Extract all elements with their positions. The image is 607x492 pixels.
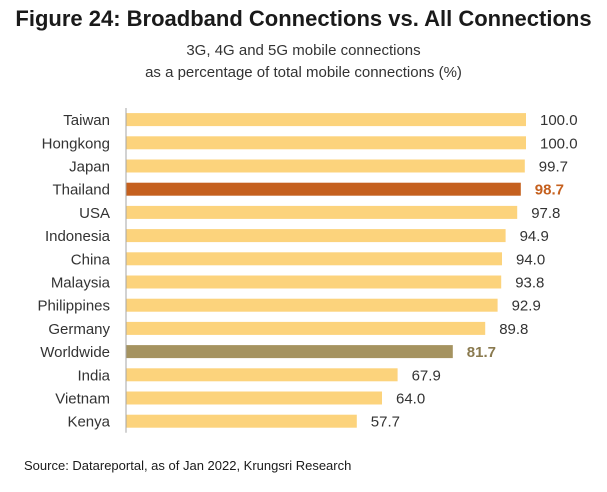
bar-indonesia [126,229,506,243]
value-label-taiwan: 100.0 [540,112,578,129]
bar-kenya [126,414,357,428]
bar-hongkong [126,136,526,150]
category-label-thailand: Thailand [52,182,110,199]
category-labels-group: Taiwan Hongkong Japan Thailand USA Indonesia C… [37,112,110,431]
bar-japan [126,159,525,173]
value-label-thailand: 98.7 [535,182,564,199]
bar-malaysia [126,275,502,289]
bar-vietnam [126,391,382,405]
category-label-philippines: Philippines [37,298,110,315]
source-note: Source: Datareportal, as of Jan 2022, Kr… [24,458,352,473]
value-label-vietnam: 64.0 [396,391,425,408]
value-label-usa: 97.8 [531,205,560,222]
value-labels-group: 100.0 100.0 99.7 98.7 97.8 94.9 94.0 93.8 92.9 89… [371,112,578,431]
value-label-indonesia: 94.9 [520,228,549,245]
bar-india [126,368,398,382]
category-label-taiwan: Taiwan [63,112,110,129]
bar-chart: Taiwan Hongkong Japan Thailand USA Indonesia C… [37,108,578,433]
bar-china [126,252,502,266]
value-label-hongkong: 100.0 [540,135,578,152]
chart-title: Figure 24: Broadband Connections vs. All… [15,6,592,31]
bar-philippines [126,298,498,312]
category-label-kenya: Kenya [67,414,110,431]
bar-usa [126,205,518,219]
bar-worldwide [126,345,453,359]
bar-thailand [126,182,521,196]
value-label-japan: 99.7 [539,159,568,176]
category-label-hongkong: Hongkong [42,135,110,152]
value-label-china: 94.0 [516,251,545,268]
value-label-malaysia: 93.8 [515,275,544,292]
category-label-china: China [71,251,111,268]
value-label-worldwide: 81.7 [467,344,496,361]
category-label-india: India [77,367,110,384]
bar-taiwan [126,113,526,127]
chart-subtitle-line-2: as a percentage of total mobile connecti… [145,64,462,81]
value-label-philippines: 92.9 [512,298,541,315]
value-label-germany: 89.8 [499,321,528,338]
value-label-kenya: 57.7 [371,414,400,431]
category-label-usa: USA [79,205,110,222]
bar-germany [126,321,486,335]
category-label-worldwide: Worldwide [40,344,110,361]
category-label-vietnam: Vietnam [55,391,110,408]
bars-group [126,113,526,428]
category-label-germany: Germany [48,321,110,338]
value-label-india: 67.9 [412,367,441,384]
category-label-japan: Japan [69,159,110,176]
chart-subtitle-line-1: 3G, 4G and 5G mobile connections [186,42,421,59]
category-label-indonesia: Indonesia [45,228,111,245]
category-label-malaysia: Malaysia [51,275,111,292]
